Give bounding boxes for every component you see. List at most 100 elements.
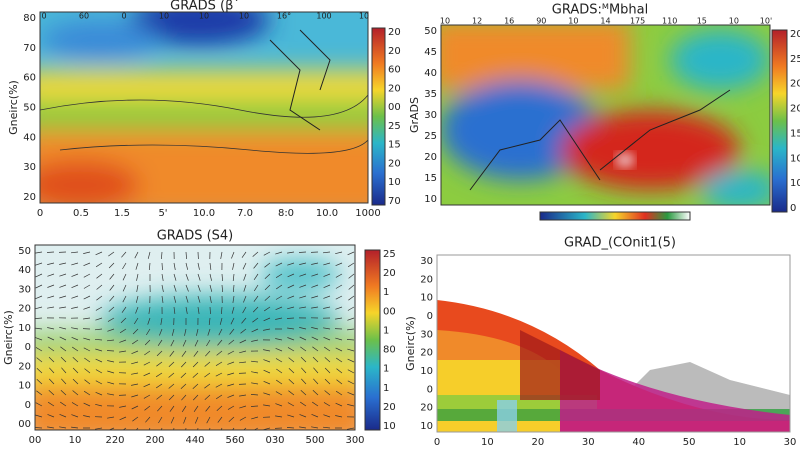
- colorbar-label: 25: [383, 249, 396, 260]
- x-tick-label: 10: [733, 437, 746, 448]
- y-tick-label: 0: [427, 311, 433, 322]
- colorbar: [364, 249, 381, 431]
- colorbar-label: 10: [388, 177, 401, 188]
- x-tick-label: 10: [481, 437, 494, 448]
- x-tick-label: 0.5: [73, 208, 89, 219]
- x-tick-label: 50: [683, 437, 696, 448]
- y-tick-label: 10: [420, 366, 433, 377]
- frame: [436, 254, 791, 433]
- y-tick-label: 40: [18, 265, 31, 276]
- y-tick-label: 10: [420, 293, 433, 304]
- colorbar-label: 0: [790, 203, 796, 214]
- y-tick-label: 0: [25, 342, 31, 353]
- colorbar-label: 20: [790, 104, 800, 115]
- top-tick-label: 110: [662, 17, 677, 26]
- y-axis-label: Gneirc(%): [2, 310, 15, 365]
- top-tick-label: 60: [79, 12, 89, 21]
- top-tick-label: 10: [359, 12, 369, 21]
- x-tick-label: 440: [185, 435, 204, 446]
- y-axis-label: Gneirc(%): [7, 80, 20, 135]
- panel-title: GRAD_(COnit1(5): [564, 236, 676, 251]
- x-tick-label: 40: [632, 437, 645, 448]
- y-tick-label: 80: [23, 13, 36, 24]
- top-tick-label: 175: [630, 17, 645, 26]
- y-tick-label: 00: [18, 419, 31, 430]
- colorbar-label: 10: [790, 178, 800, 189]
- x-tick-label: 560: [225, 435, 244, 446]
- x-tick-label: 10: [69, 435, 82, 446]
- x-tick-label: 300: [345, 435, 364, 446]
- top-tick-label: 15: [697, 17, 707, 26]
- y-tick-label: 20: [424, 152, 437, 163]
- top-tick-label: 10: [440, 17, 450, 26]
- x-tick-label: 30: [784, 437, 797, 448]
- x-tick-label: 030: [265, 435, 284, 446]
- frame: [39, 11, 369, 204]
- top-tick-label: 10: [239, 12, 249, 21]
- y-tick-label: 10: [18, 381, 31, 392]
- colorbar-label: 1: [383, 383, 389, 394]
- top-tick-label: 100: [316, 12, 331, 21]
- top-tick-label: 14: [600, 17, 610, 26]
- y-tick-label: 30: [420, 256, 433, 267]
- wind-vectors: [35, 251, 355, 430]
- colorbar-label: 20: [388, 46, 401, 57]
- panel-title: GRADS (S4): [157, 229, 234, 244]
- colorbar-label: 00: [383, 306, 396, 317]
- top-tick-label: 10': [760, 17, 772, 26]
- x-tick-label: 20: [531, 437, 544, 448]
- x-tick-label: 5': [158, 208, 167, 219]
- colorbar-label: 20: [388, 27, 401, 38]
- top-tick-label: 12: [472, 17, 482, 26]
- y-tick-label: 40: [23, 132, 36, 143]
- y-tick-label: 10: [18, 323, 31, 334]
- colorbar-label: 00: [388, 102, 401, 113]
- colorbar-label: 20: [790, 29, 800, 40]
- x-tick-label: 8:0: [278, 208, 294, 219]
- field-map-1: [40, 12, 368, 203]
- colorbar-label: 25: [388, 121, 401, 132]
- colorbar: [771, 29, 788, 213]
- y-tick-label: 20: [23, 192, 36, 203]
- y-tick-label: 30: [420, 329, 433, 340]
- top-tick-label: 0: [41, 12, 46, 21]
- top-tick-label: 90: [536, 17, 546, 26]
- x-tick-label: 1.5: [114, 208, 130, 219]
- colorbar-label: 20: [790, 79, 800, 90]
- y-tick-label: 30: [424, 110, 437, 121]
- colorbar-label: 15: [790, 128, 800, 139]
- y-tick-label: 25: [424, 131, 437, 142]
- colorbar: [371, 27, 386, 206]
- colorbar-horizontal: [539, 211, 691, 221]
- x-tick-label: 10.0: [193, 208, 215, 219]
- y-tick-label: 10: [420, 421, 433, 432]
- y-tick-label: 50: [18, 246, 31, 257]
- colorbar-label: 20: [383, 402, 396, 413]
- colorbar-label: 1: [383, 287, 389, 298]
- y-tick-label: 20: [420, 274, 433, 285]
- field-map-2: [441, 25, 770, 205]
- field-map-4: [437, 300, 790, 432]
- x-tick-label: 220: [105, 435, 124, 446]
- y-tick-label: 20: [18, 361, 31, 372]
- x-tick-label: 10.0: [316, 208, 338, 219]
- top-tick-label: 16: [504, 17, 514, 26]
- colorbar-label: 20: [383, 268, 396, 279]
- x-tick-label: 500: [305, 435, 324, 446]
- y-tick-label: 0: [427, 384, 433, 395]
- field-map-3: [35, 245, 355, 430]
- top-tick-label: 10: [159, 12, 169, 21]
- x-tick-label: 0: [434, 437, 440, 448]
- frame: [34, 244, 356, 431]
- y-tick-label: 15: [424, 173, 437, 184]
- y-tick-label: 60: [23, 73, 36, 84]
- x-tick-label: 00: [29, 435, 42, 446]
- colorbar-label: 15: [388, 140, 401, 151]
- y-axis-label: Gneirc(%): [404, 316, 417, 371]
- top-tick-label: 0: [121, 12, 126, 21]
- colorbar-label: 10: [790, 153, 800, 164]
- colorbar-label: 25: [790, 54, 800, 65]
- y-tick-label: 50: [23, 103, 36, 114]
- x-tick-label: 1000: [355, 208, 380, 219]
